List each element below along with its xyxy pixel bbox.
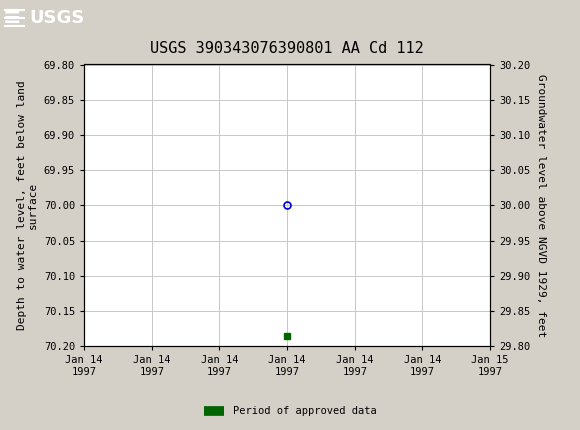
Legend: Period of approved data: Period of approved data (200, 402, 380, 421)
Title: USGS 390343076390801 AA Cd 112: USGS 390343076390801 AA Cd 112 (150, 41, 424, 56)
Text: USGS: USGS (29, 9, 84, 27)
Y-axis label: Groundwater level above NGVD 1929, feet: Groundwater level above NGVD 1929, feet (536, 74, 546, 337)
Text: ≡: ≡ (3, 8, 21, 28)
Y-axis label: Depth to water level, feet below land
surface: Depth to water level, feet below land su… (17, 80, 38, 330)
